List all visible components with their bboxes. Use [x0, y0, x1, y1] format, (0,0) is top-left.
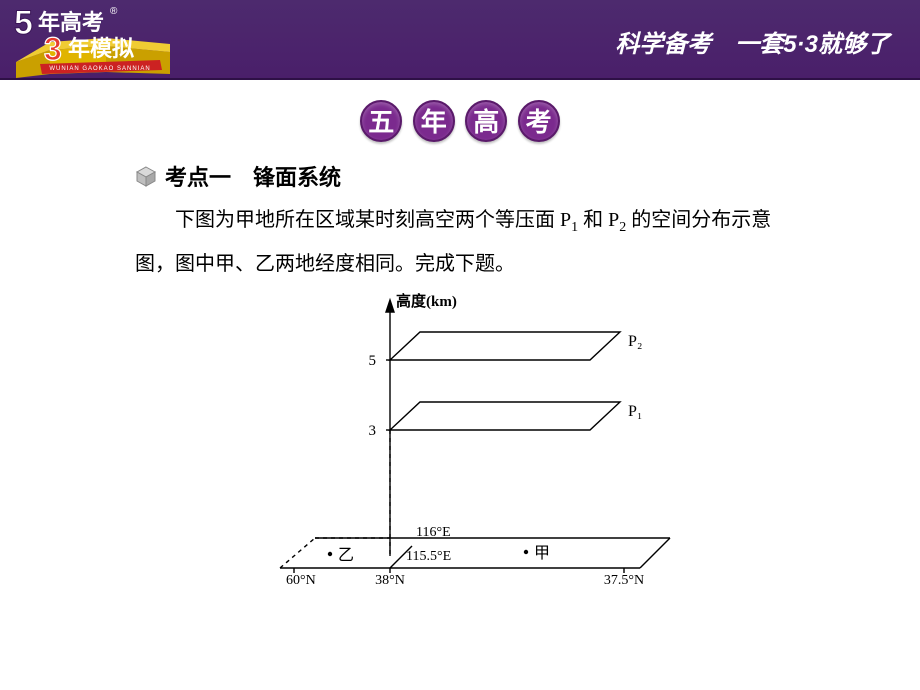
logo-ribbon: WUNIAN GAOKAO SANNIAN: [49, 66, 150, 72]
lat-375: 37.5°N: [604, 573, 644, 588]
cube-icon: [135, 165, 157, 187]
p1-label: P₁: [628, 403, 642, 420]
title-char-1: 五: [360, 100, 402, 142]
title-char-2: 年: [413, 100, 455, 142]
diagram-container: 高度(km) P₂ 5 P₁ 3: [0, 288, 920, 618]
lat-38: 38°N: [375, 573, 405, 588]
ytick-3: 3: [369, 423, 377, 439]
section-heading: 考点一 锋面系统: [135, 160, 920, 192]
p2-label: P₂: [628, 333, 642, 350]
page-title-row: 五 年 高 考: [0, 100, 920, 142]
point-yi: 乙: [338, 547, 354, 564]
logo-five: 5: [14, 4, 33, 42]
logo-three: 3: [44, 31, 62, 67]
logo-line2-rest: 年模拟: [68, 36, 134, 61]
title-char-4: 考: [518, 100, 560, 142]
logo-r-mark: ®: [110, 6, 118, 17]
ytick-5: 5: [369, 353, 377, 369]
title-char-3: 高: [465, 100, 507, 142]
page-header: 5 年高考 ® 3 年模拟 WUNIAN GAOKAO SANNIAN 科学备考…: [0, 0, 920, 80]
section-title: 考点一 锋面系统: [165, 160, 341, 192]
lon-116: 116°E: [416, 525, 451, 540]
y-axis-label: 高度(km): [396, 292, 457, 310]
para-mid1: 和 P: [578, 209, 619, 231]
lon-1155: 115.5°E: [406, 549, 451, 564]
para-pre: 下图为甲地所在区域某时刻高空两个等压面 P: [175, 209, 571, 231]
lat-60: 60°N: [286, 573, 316, 588]
point-jia: 甲: [534, 545, 550, 562]
brand-logo: 5 年高考 ® 3 年模拟 WUNIAN GAOKAO SANNIAN: [10, 2, 190, 78]
header-slogan: 科学备考 一套5·3就够了: [615, 24, 890, 59]
pressure-surface-diagram: 高度(km) P₂ 5 P₁ 3: [220, 288, 700, 618]
question-text: 下图为甲地所在区域某时刻高空两个等压面 P1 和 P2 的空间分布示意图，图中甲…: [135, 202, 800, 282]
